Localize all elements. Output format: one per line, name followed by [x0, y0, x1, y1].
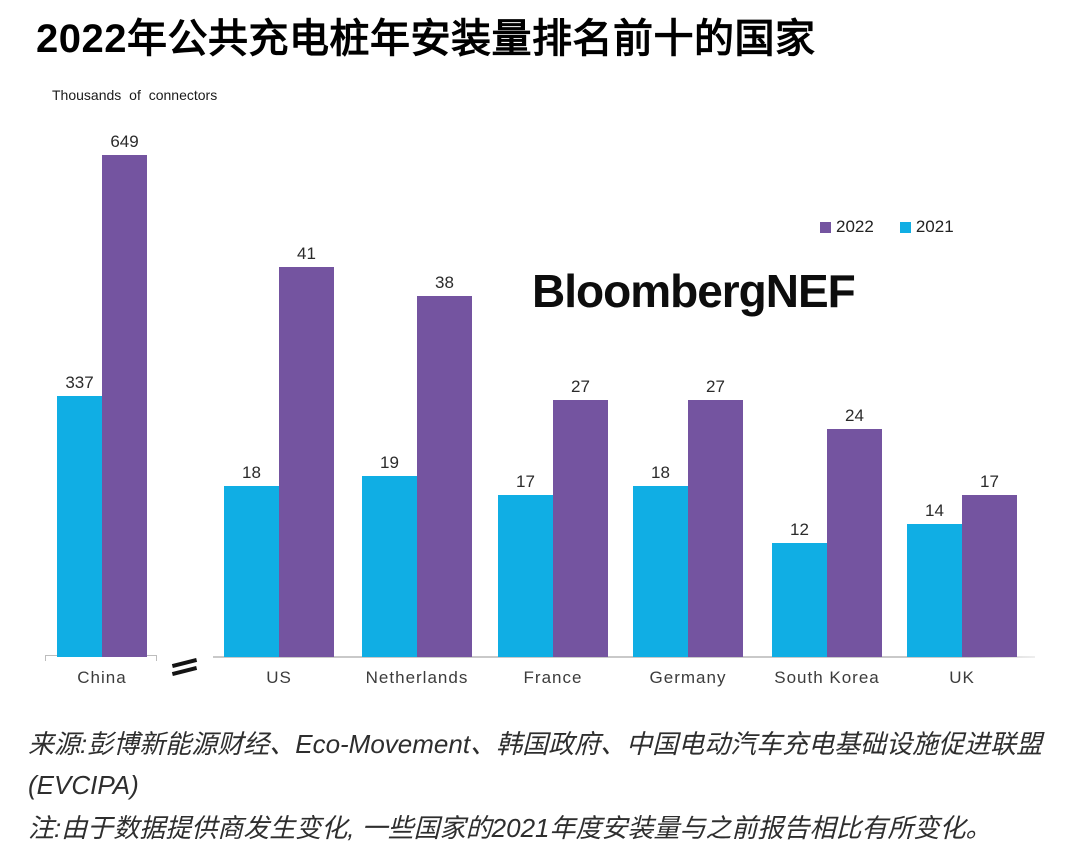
bar-2021-netherlands: [362, 476, 417, 657]
bar-2022-uk: [962, 495, 1017, 657]
value-label-2022-us: 41: [297, 244, 316, 263]
bar-2022-south-korea: [827, 429, 882, 657]
bar-2022-us: [279, 267, 334, 657]
legend-item-2021: 2021: [899, 217, 954, 237]
value-label-2022-germany: 27: [706, 377, 725, 396]
chart-title: 2022年公共充电桩年安装量排名前十的国家: [36, 17, 816, 61]
category-label-us: US: [266, 668, 292, 687]
value-label-2021-netherlands: 19: [380, 453, 399, 472]
category-label-uk: UK: [949, 668, 975, 687]
bar-2022-china: [102, 155, 147, 657]
value-label-2021-china: 337: [65, 373, 94, 392]
bar-2021-us: [224, 486, 279, 657]
legend-swatch-2022-icon: [820, 221, 831, 233]
value-label-2021-germany: 18: [651, 463, 670, 482]
bar-2021-south-korea: [772, 543, 827, 657]
value-label-2021-south-korea: 12: [790, 520, 809, 539]
value-label-2021-us: 18: [242, 463, 261, 482]
category-label-south-korea: South Korea: [774, 668, 880, 687]
bar-2022-germany: [688, 400, 743, 657]
category-label-germany: Germany: [649, 668, 727, 687]
bloombergnef-watermark: BloombergNEF: [532, 265, 856, 317]
y-axis-label: Thousands of connectors: [52, 87, 218, 103]
category-label-china: China: [77, 668, 127, 687]
value-label-2021-uk: 14: [925, 501, 944, 520]
bar-2022-netherlands: [417, 296, 472, 657]
bar-2022-france: [553, 400, 608, 657]
chart-legend: 2022 2021: [820, 217, 954, 237]
note-text: 注:由于数据提供商发生变化, 一些国家的2021年度安装量与之前报告相比有所变化…: [28, 813, 992, 843]
legend-label-2021: 2021: [915, 217, 954, 236]
x-axis-line-main: [213, 656, 1035, 658]
value-label-2021-france: 17: [516, 472, 535, 491]
value-label-2022-france: 27: [571, 377, 590, 396]
value-label-2022-uk: 17: [980, 472, 999, 491]
legend-label-2022: 2022: [836, 217, 874, 236]
bar-2021-uk: [907, 524, 962, 657]
value-label-2022-china: 649: [110, 132, 139, 151]
bar-2021-germany: [633, 486, 688, 657]
value-label-2022-netherlands: 38: [435, 273, 454, 292]
value-label-2022-south-korea: 24: [845, 406, 864, 425]
bar-2021-france: [498, 495, 553, 657]
legend-item-2022: 2022: [820, 217, 874, 237]
bar-2021-china: [57, 396, 102, 657]
category-label-netherlands: Netherlands: [365, 668, 469, 687]
legend-swatch-2021-icon: [899, 221, 911, 233]
category-label-france: France: [523, 668, 583, 687]
source-text: 来源:彭博新能源财经、Eco-Movement、韩国政府、中国电动汽车充电基础设…: [28, 729, 1043, 800]
